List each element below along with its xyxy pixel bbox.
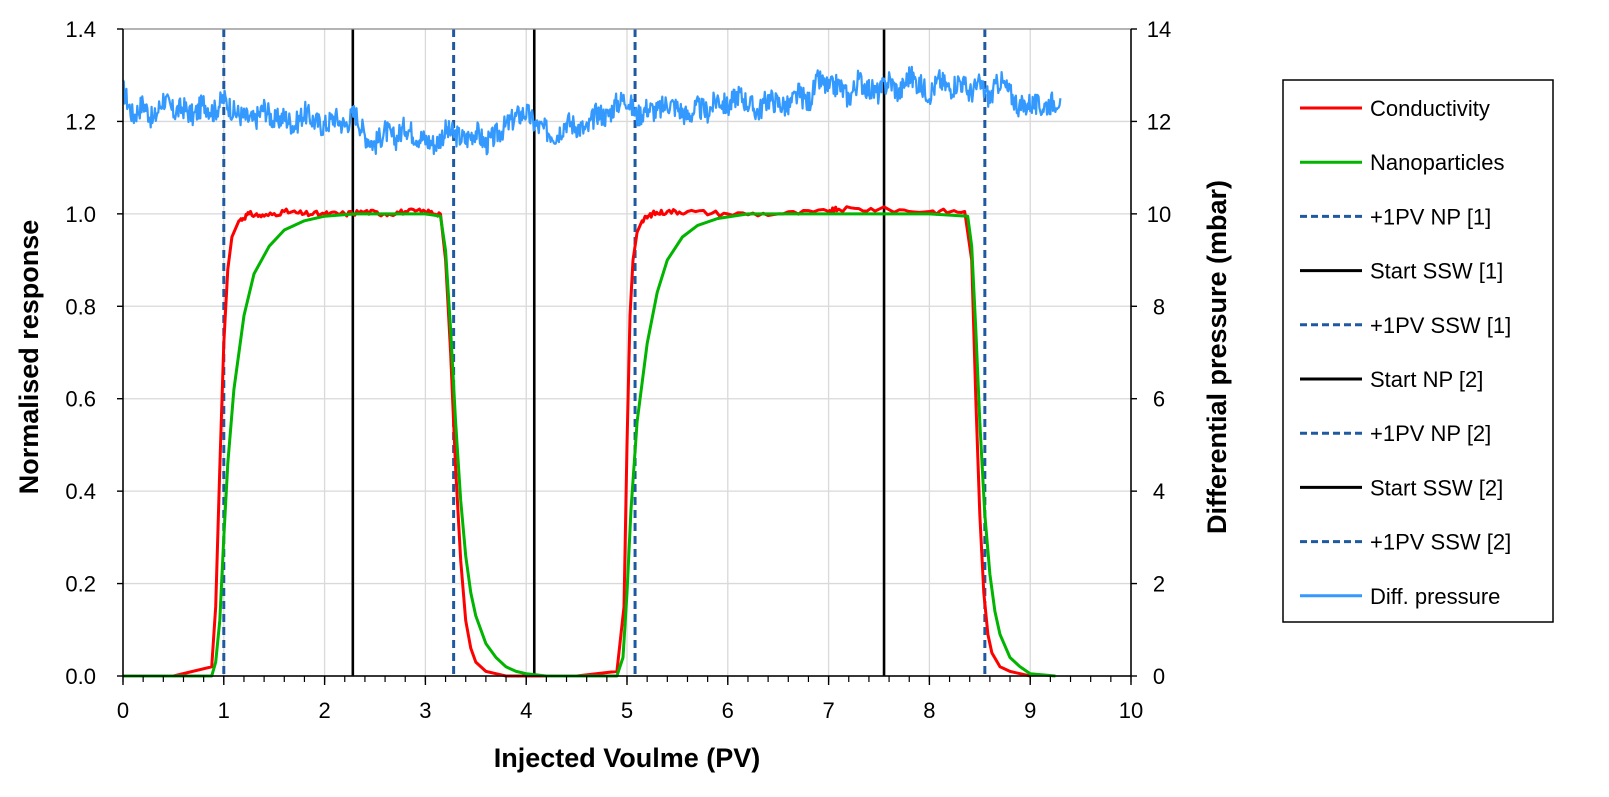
tick-labels: 0 1 2 3 4 5 6 7 8 9 100.00.20.40.60.81.01.21.40246…	[65, 17, 1171, 723]
y-left-tick-label: 0.8	[65, 294, 96, 319]
x-tick-label: 10	[1119, 698, 1143, 723]
y-right-tick-label: 10	[1147, 202, 1171, 227]
legend-box	[1282, 79, 1554, 623]
x-tick-label: 9	[1024, 698, 1036, 723]
y-right-tick-label: 2	[1153, 572, 1165, 597]
y-left-tick-label: 1.2	[65, 109, 96, 134]
series-diff-pressure	[122, 65, 1062, 156]
x-tick-label: 5	[621, 698, 633, 723]
y-axis-left-title: Normalised response	[14, 220, 44, 495]
y-left-tick-label: 0.0	[65, 664, 96, 689]
series-conductivity	[123, 205, 1031, 678]
y-left-tick-label: 0.2	[65, 572, 96, 597]
x-tick-label: 1	[218, 698, 230, 723]
grid	[123, 29, 1131, 676]
x-axis-title: Injected Voulme (PV)	[494, 743, 761, 773]
legend: Conductivity Nanoparticles +1PV NP [1] Star…	[1282, 79, 1554, 623]
legend-label: +1PV NP [2]	[1370, 421, 1491, 446]
legend-label: Diff. pressure	[1370, 584, 1500, 609]
legend-label: Start SSW [2]	[1370, 475, 1503, 500]
x-tick-label: 8	[923, 698, 935, 723]
y-right-tick-label: 0	[1153, 664, 1165, 689]
y-right-tick-label: 12	[1147, 109, 1171, 134]
legend-label: Nanoparticles	[1370, 150, 1505, 175]
legend-label: Conductivity	[1370, 96, 1490, 121]
y-left-tick-label: 0.6	[65, 387, 96, 412]
y-right-tick-label: 6	[1153, 387, 1165, 412]
y-right-tick-label: 14	[1147, 17, 1171, 42]
legend-label: +1PV SSW [1]	[1370, 313, 1511, 338]
y-left-tick-label: 1.4	[65, 17, 96, 42]
legend-label: +1PV NP [1]	[1370, 204, 1491, 229]
y-right-tick-label: 8	[1153, 294, 1165, 319]
x-tick-label: 4	[520, 698, 532, 723]
x-tick-label: 0	[117, 698, 129, 723]
y-axis-right-title: Differential pressure (mbar)	[1202, 180, 1232, 534]
x-tick-label: 2	[318, 698, 330, 723]
legend-label: Start NP [2]	[1370, 367, 1483, 392]
legend-label: Start SSW [1]	[1370, 259, 1503, 284]
y-left-tick-label: 0.4	[65, 479, 96, 504]
legend-label: +1PV SSW [2]	[1370, 530, 1511, 555]
x-tick-label: 3	[419, 698, 431, 723]
series	[122, 65, 1062, 678]
y-right-tick-label: 4	[1153, 479, 1165, 504]
series-nanoparticles	[123, 212, 1056, 678]
y-left-tick-label: 1.0	[65, 202, 96, 227]
x-tick-label: 6	[722, 698, 734, 723]
x-tick-label: 7	[822, 698, 834, 723]
plot-frame	[117, 28, 1137, 685]
